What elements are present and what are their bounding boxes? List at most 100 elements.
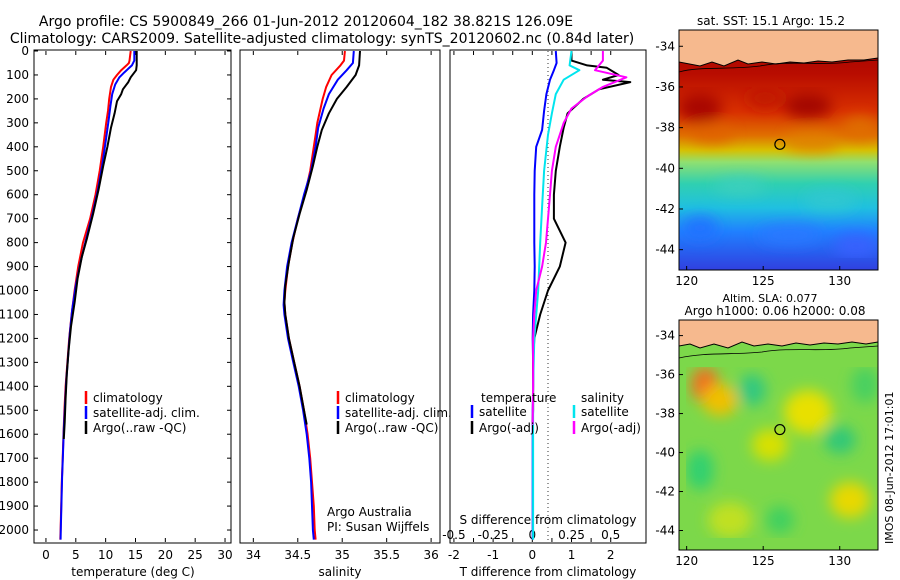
- salinity-legend: climatology satellite-adj. clim. Argo(..…: [336, 391, 452, 435]
- x-tick-label: -1: [487, 548, 499, 562]
- map-y-tick-label: -42: [655, 485, 675, 499]
- depth-tick-label: 500: [6, 164, 29, 178]
- x-tick-label: -2: [448, 548, 460, 562]
- temperature-xlabel: temperature (deg C): [71, 565, 194, 579]
- x-tick-label: 30: [217, 548, 232, 562]
- x-tick-label: 35.5: [373, 548, 400, 562]
- map-x-tick-label: 130: [828, 274, 851, 288]
- profile-line: [532, 50, 581, 540]
- x-tick-label: 34: [246, 548, 261, 562]
- salinity-axis-ticks: 34 34.5 35 35.5 36: [246, 51, 439, 562]
- map-y-tick-label: -34: [655, 39, 675, 53]
- profile-line: [283, 50, 361, 425]
- x-tick-label: 15: [128, 548, 143, 562]
- salinity-xlabel: salinity: [318, 565, 361, 579]
- sst-coastline: [679, 30, 878, 67]
- sst-map-ticks: 120 125 130 -34 -36 -38 -40 -42 -44: [655, 39, 851, 288]
- depth-tick-label: 1700: [0, 451, 29, 465]
- x-tick-label: 10: [98, 548, 113, 562]
- figure-title-line1: Argo profile: CS 5900849_266 01-Jun-2012…: [39, 14, 573, 30]
- depth-tick-label: 100: [6, 68, 29, 82]
- sla-map-frame: [678, 319, 879, 551]
- x-tick-label: 34.5: [284, 548, 311, 562]
- map-y-tick-label: -36: [655, 368, 675, 382]
- map-y-tick-label: -44: [655, 243, 675, 257]
- depth-tick-label: 2000: [0, 523, 29, 537]
- legend-label-t-argo: Argo(-adj): [479, 421, 539, 435]
- temperature-panel: 0100200300400500600700800900100011001200…: [0, 44, 646, 579]
- difference-profiles: [531, 50, 632, 540]
- depth-tick-label: 1400: [0, 379, 29, 393]
- legend-header-salinity: salinity: [581, 391, 624, 405]
- depth-tick-label: 1900: [0, 499, 29, 513]
- t-difference-label: T difference from climatology: [459, 565, 637, 579]
- legend-header-temperature: temperature: [481, 391, 556, 405]
- x-tick-label: 2: [607, 548, 615, 562]
- legend-label-satellite: satellite-adj. clim.: [93, 406, 200, 420]
- map-x-tick-label: 120: [675, 554, 698, 568]
- salinity-profiles: [282, 50, 361, 540]
- x-tick-label: 35: [335, 548, 350, 562]
- sst-contour: [679, 59, 878, 73]
- depth-tick-label: 1800: [0, 475, 29, 489]
- profile-line: [531, 51, 628, 425]
- map-y-tick-label: -42: [655, 202, 675, 216]
- depth-tick-label: 0: [21, 44, 29, 58]
- depth-tick-label: 900: [6, 260, 29, 274]
- depth-tick-label: 1600: [0, 427, 29, 441]
- sla-field: [679, 320, 878, 550]
- temperature-axis-ticks: 0 5 10 15 20 25 30: [42, 51, 233, 562]
- legend-label-t-satellite: satellite: [479, 405, 527, 419]
- argo-australia-label: Argo Australia: [327, 505, 412, 519]
- map-y-tick-label: -38: [655, 121, 675, 135]
- temperature-profiles: [59, 50, 138, 540]
- temperature-legend: climatology satellite-adj. clim. Argo(..…: [84, 391, 200, 435]
- x-tick-label: 25: [188, 548, 203, 562]
- sst-argo-position-marker: [774, 138, 786, 150]
- legend-label-satellite: satellite-adj. clim.: [345, 406, 452, 420]
- profile-line: [62, 51, 138, 440]
- depth-tick-label: 700: [6, 212, 29, 226]
- x-tick-label: 0: [42, 548, 50, 562]
- map-y-tick-label: -40: [655, 161, 675, 175]
- depth-tick-label: 1000: [0, 284, 29, 298]
- sst-map-frame: [678, 29, 879, 271]
- s-tick-label: -0.25: [478, 528, 509, 542]
- s-tick-label: -0.5: [442, 528, 465, 542]
- map-y-tick-label: -36: [655, 80, 675, 94]
- x-tick-label: 1: [568, 548, 576, 562]
- depth-tick-label: 1100: [0, 307, 29, 321]
- sla-argo-position-marker: [774, 423, 786, 436]
- sst-map-title: sat. SST: 15.1 Argo: 15.2: [697, 14, 845, 28]
- map-x-tick-label: 125: [752, 274, 775, 288]
- legend-label-argo: Argo(..raw -QC): [345, 421, 438, 435]
- map-y-tick-label: -40: [655, 446, 675, 460]
- legend-label-climatology: climatology: [93, 391, 163, 405]
- depth-tick-label: 1500: [0, 403, 29, 417]
- depth-tick-label: 1300: [0, 355, 29, 369]
- map-y-tick-label: -38: [655, 407, 675, 421]
- s-tick-label: 0.25: [558, 528, 585, 542]
- legend-label-argo: Argo(..raw -QC): [93, 421, 186, 435]
- x-tick-label: 36: [423, 548, 438, 562]
- sst-eddies: [679, 87, 878, 258]
- sla-map-ticks: 120 125 130 -34 -36 -38 -40 -42 -44: [655, 329, 851, 568]
- map-x-tick-label: 125: [752, 554, 775, 568]
- map-x-tick-label: 130: [828, 554, 851, 568]
- figure-title-line2: Climatology: CARS2009. Satellite-adjuste…: [10, 31, 634, 47]
- temperature-axes: [33, 49, 232, 544]
- legend-label-climatology: climatology: [345, 391, 415, 405]
- map-y-tick-label: -44: [655, 524, 675, 538]
- x-tick-label: 0: [528, 548, 536, 562]
- depth-tick-label: 400: [6, 140, 29, 154]
- difference-legend: temperature salinity satellite Argo(-adj…: [470, 391, 641, 435]
- salinity-panel: 34 34.5 35 35.5 36 salinity climatology sate…: [239, 49, 452, 579]
- sla-contour: [679, 345, 878, 359]
- sla-map-panel: Altim. SLA: 0.077 Argo h1000: 0.06 h2000…: [655, 292, 896, 568]
- sst-map-panel: sat. SST: 15.1 Argo: 15.2 120 125 130 -34 -3…: [655, 14, 879, 288]
- depth-tick-label: 600: [6, 188, 29, 202]
- map-x-tick-label: 120: [675, 274, 698, 288]
- pi-label: PI: Susan Wijffels: [327, 520, 429, 534]
- difference-panel: -2 -1 0 1 2-0.5 -0.25 0 0.25 0.5 temperature sal…: [442, 49, 647, 579]
- legend-label-s-argo: Argo(-adj): [581, 421, 641, 435]
